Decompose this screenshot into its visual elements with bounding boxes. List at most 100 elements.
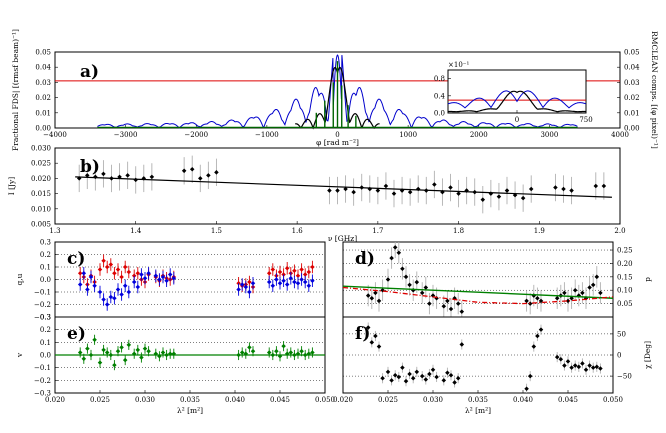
panel-e-point [266,350,272,355]
panel-c-q-point [126,269,132,275]
panel-e-xtick-label: 0.020 [45,396,65,404]
panel-d-ytick-label: 0.05 [617,300,633,308]
panel-a-xtick-label: −1000 [255,131,279,139]
inset-rmsf-curve [447,90,587,109]
panel-d-point [535,295,540,301]
panel-b-point [214,170,219,175]
panel-b-point [391,191,397,196]
panel-c-q-point [306,269,312,275]
panel-c-u-point [270,283,276,289]
panel-c-u-point [146,270,151,276]
panel-b-point [375,188,381,193]
panel-f-point [423,377,429,382]
panel-f-ytick-label: −50 [617,373,632,381]
panel-c-u-point [153,273,159,279]
panel-c-u-point [281,278,286,284]
panel-d-point [389,255,394,261]
panel-d-point [448,306,454,312]
panel-d-point [524,298,529,304]
panel-c-u-point [274,277,279,282]
panel-f-point [580,361,585,366]
panel-b-point [133,177,138,183]
panel-e-point [274,348,279,354]
panel-b-point [520,195,526,201]
panel-c-u-point [299,277,304,282]
panel-a-rmsf-curve [97,54,578,129]
panel-c-u-point [115,287,121,292]
panel-a-xtick-label: 2000 [470,131,488,139]
panel-e-ytick-label: 0.2 [40,326,51,334]
panel-e-point [142,346,148,351]
panel-d-ytick-label: 0.10 [617,287,633,295]
panel-b-point [504,188,510,193]
panel-e-point [139,355,144,360]
panel-c-u-point [139,272,144,277]
panel-b-xtick-label: 1.9 [534,227,545,235]
panel-b-point [569,188,574,193]
panel-b-xtick-label: 1.4 [130,227,142,235]
panel-d-point [373,290,378,296]
panel-b-point [528,186,534,192]
panel-c-u-point [302,279,308,285]
panel-d-label: d) [355,249,375,269]
panel-f-point [403,378,409,384]
panel-d-point [419,290,425,296]
panel-f-point [434,374,439,380]
panel-c-u-point [284,282,290,287]
panel-d-point [445,298,450,304]
panel-f-point [531,344,537,349]
panel-a-ylabel-left: Fractional FDS| [(rmsf beam)⁻¹] [11,29,20,151]
panel-e-xtick-label: 0.040 [225,396,245,404]
panel-d-point [376,298,382,304]
panel-b-xtick-label: 1.3 [49,227,60,235]
panel-a-xtick-label: −3000 [114,131,138,139]
panel-d-point [527,301,533,306]
panel-f-ytick-label: 50 [617,330,626,338]
panel-e-point [119,345,124,350]
panel-b-point [189,167,195,172]
panel-c-q-point [292,268,297,274]
panel-f-point [554,354,560,360]
panel-e-point [250,348,256,354]
panel-b-ytick-label: 0.020 [31,175,51,183]
panel-a-xtick-label: 4000 [611,131,629,139]
panel-b-point [415,186,421,192]
panel-d-ytick-label: 0.15 [617,273,633,281]
panel-d-point [369,295,375,301]
panel-b-point [198,176,203,181]
panel-e-point [247,345,252,350]
panel-e-point [160,350,166,355]
panel-e-point [85,346,90,351]
panel-b-label: b) [80,157,100,177]
panel-c-q-point [302,272,308,277]
panel-c-u-point [142,275,148,281]
panel-d-model-green [342,285,614,299]
panel-c-u-point [288,275,294,281]
inset-clean-curve [448,90,586,113]
panel-f-point [527,373,533,379]
panel-c-q-point [284,265,290,271]
panel-c-q-point [112,270,117,276]
panel-c-q-point [277,269,283,275]
panel-f-point [535,333,540,339]
panel-c-q-point [97,267,103,272]
panel-d-ylabel: p [643,277,652,282]
panel-b-frame [54,147,621,225]
panel-b-point [181,168,187,174]
panel-e-ytick-label: 0.0 [40,352,51,360]
panel-c-u-point [131,279,137,285]
panel-c-q-point [122,264,128,270]
panel-e-xlabel: λ² [m²] [177,406,203,415]
panel-e-point [77,350,83,355]
panel-c-u-point [126,289,132,295]
panel-b-point [432,182,437,187]
panel-b-point [327,188,332,193]
panel-f-point [590,365,596,370]
panel-c-u-point [306,283,312,289]
panel-f-point [414,369,420,375]
panel-e-ylabel: v [15,352,24,358]
panel-c-q-point [266,270,272,276]
panel-e-point [310,350,315,355]
panel-c-ytick-label: −0.3 [34,314,51,322]
panel-c-q-point [108,262,114,267]
